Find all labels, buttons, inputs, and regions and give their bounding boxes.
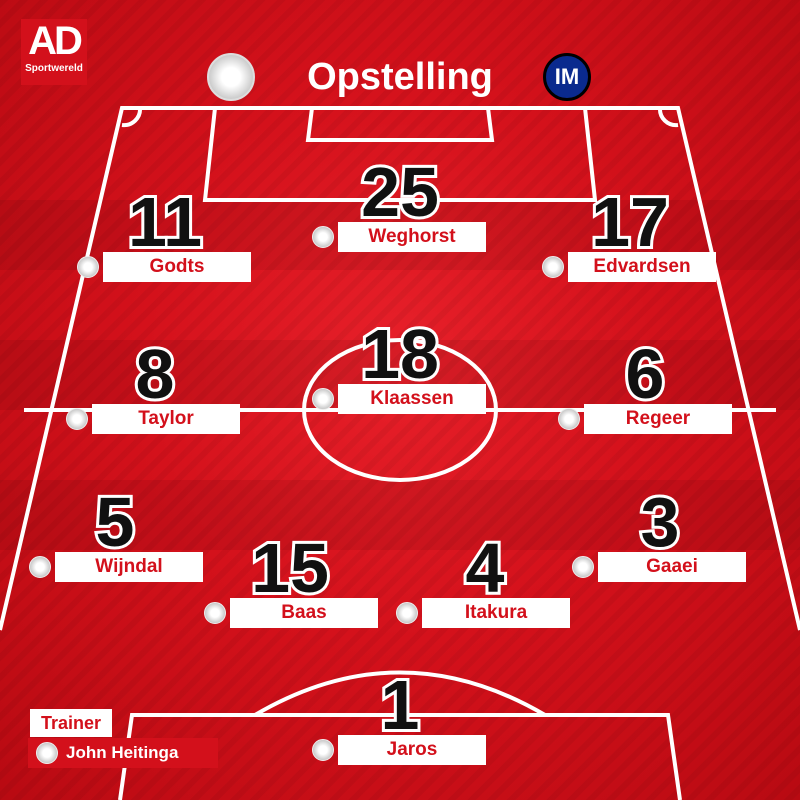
logo-text: AD [28, 19, 83, 63]
trainer-name: John Heitinga [28, 738, 218, 768]
player-number: 8 [133, 335, 178, 413]
field-band [0, 480, 800, 550]
player-number: 1 [378, 666, 423, 744]
ajax-badge-icon [312, 739, 334, 761]
player-name: Wijndal [55, 552, 203, 582]
ajax-badge-icon [312, 388, 334, 410]
ajax-badge-icon [572, 556, 594, 578]
player-number: 17 [588, 183, 672, 261]
ajax-badge-icon [396, 602, 418, 624]
player-name: Klaassen [338, 384, 486, 414]
player-number: 11 [125, 183, 205, 261]
player-name: Godts [103, 252, 251, 282]
page-title: Opstelling [307, 56, 493, 98]
ajax-badge-icon [77, 256, 99, 278]
player-name: Taylor [92, 404, 240, 434]
ajax-badge-icon [312, 226, 334, 248]
player-number: 15 [248, 529, 332, 607]
player-name: Edvardsen [568, 252, 716, 282]
player-name: Regeer [584, 404, 732, 434]
player-number: 6 [623, 335, 668, 413]
player-name: Gaaei [598, 552, 746, 582]
player-name: Itakura [422, 598, 570, 628]
logo-subtext: Sportwereld [25, 63, 83, 74]
player-number: 18 [358, 315, 442, 393]
player-name: Weghorst [338, 222, 486, 252]
ad-sportwereld-logo: AD Sportwereld [21, 19, 87, 85]
ajax-badge-icon [542, 256, 564, 278]
ajax-badge-icon [558, 408, 580, 430]
ajax-badge-icon [36, 742, 58, 764]
player-number: 25 [358, 153, 442, 231]
ajax-crest-icon [207, 53, 255, 101]
player-number: 3 [638, 483, 683, 561]
trainer-label: Trainer [30, 709, 112, 737]
player-number: 5 [93, 483, 138, 561]
inter-crest-icon: IM [543, 53, 591, 101]
ajax-badge-icon [204, 602, 226, 624]
player-name: Baas [230, 598, 378, 628]
player-name: Jaros [338, 735, 486, 765]
ajax-badge-icon [66, 408, 88, 430]
ajax-badge-icon [29, 556, 51, 578]
player-number: 4 [463, 529, 508, 607]
